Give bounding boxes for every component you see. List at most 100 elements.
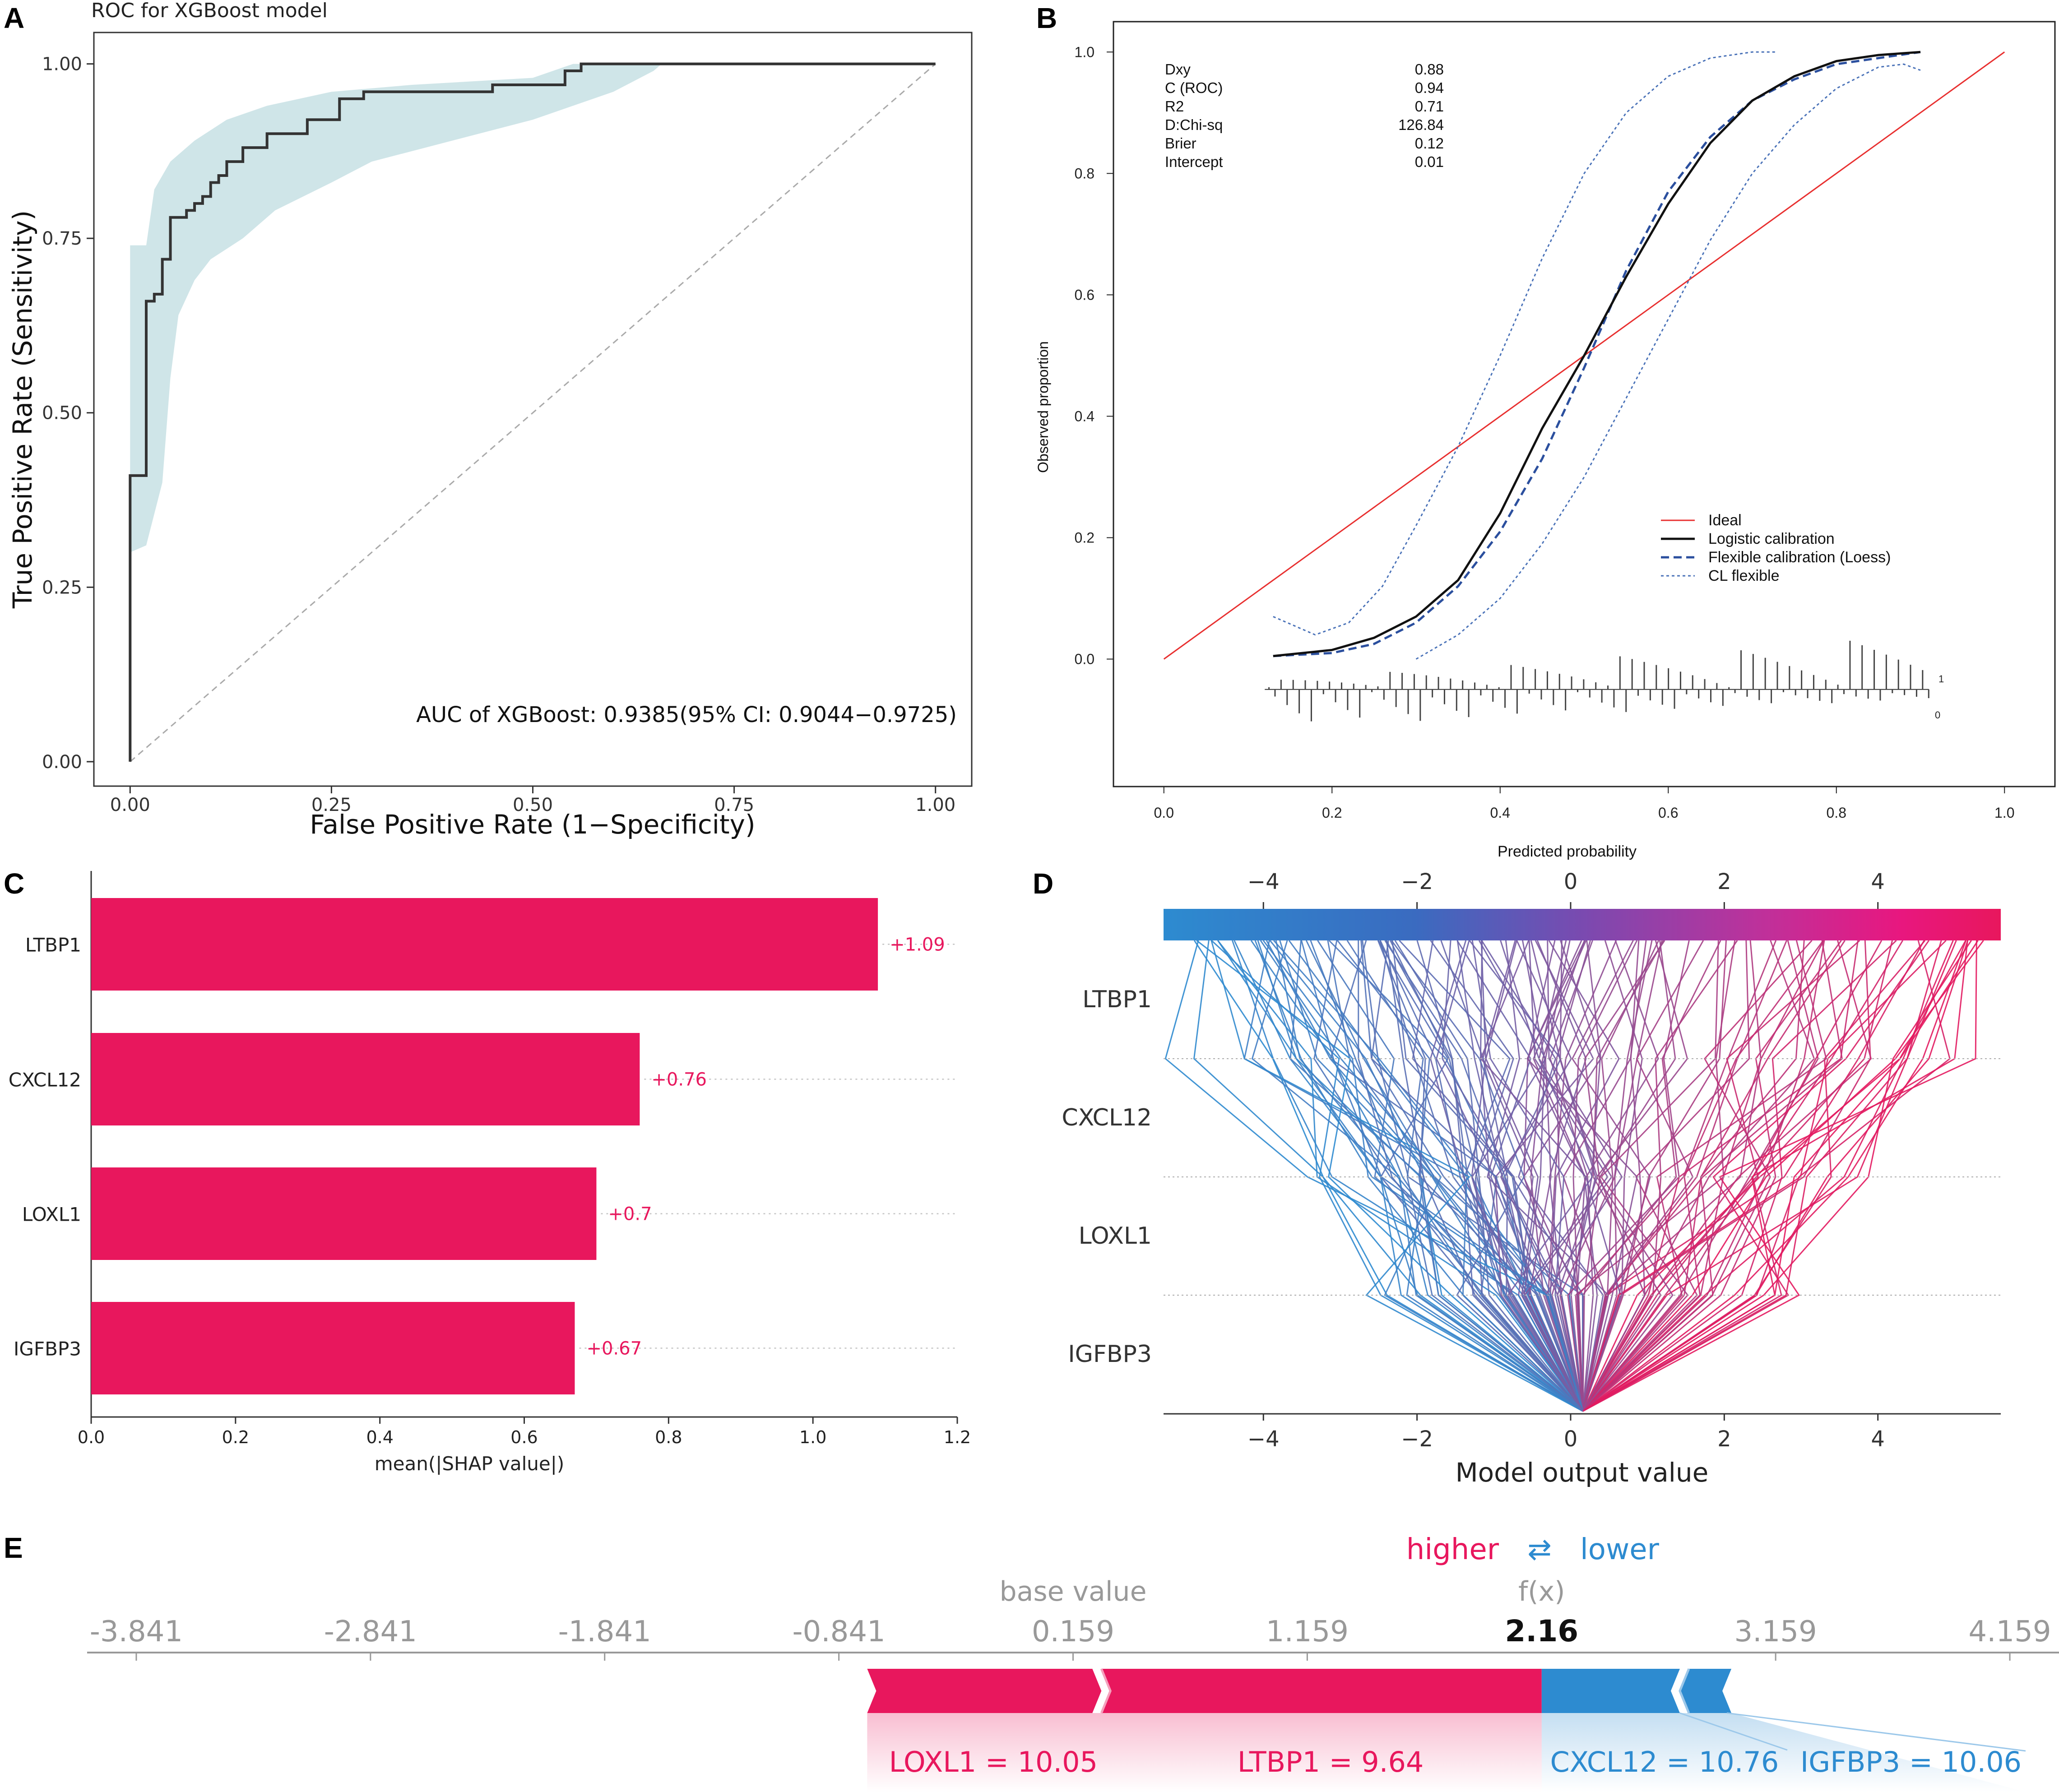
stat-value: 0.01 [1415,153,1444,170]
roc-y-axis-label: True Positive Rate (Sensitivity) [7,210,38,609]
shap-importance-bar [91,1167,597,1260]
shap-bar-x-tick-label: 0.8 [655,1427,682,1447]
decision-path-line [1251,940,1584,1412]
force-positive-segment [1101,1669,1542,1713]
cal-y-tick-label: 0.4 [1075,408,1094,424]
shap-bar-x-tick-label: 0.4 [366,1427,393,1447]
decision-path-line [1582,940,1942,1412]
force-negative-segment [1541,1669,1680,1713]
decision-path-line [1572,940,1638,1412]
decision-x-tick-label: −4 [1247,1426,1280,1452]
decision-path-line [1582,940,1967,1412]
force-axis-tick-label: -0.841 [792,1615,885,1648]
stat-value: 0.71 [1415,98,1444,115]
force-negative-segment [1679,1669,1732,1713]
shap-feature-label: LTBP1 [25,934,81,956]
roc-x-tick-label: 1.00 [915,795,955,815]
legend-logistic-label: Logistic calibration [1708,530,1835,547]
cl-lower-line [1415,63,1921,660]
decision-path-line [1211,940,1583,1412]
legend-ideal-label: Ideal [1708,512,1742,529]
decision-path-line [1549,940,1594,1412]
decision-path-line [1313,940,1584,1412]
force-negative-feature-label: IGFBP3 = 10.06 [1800,1746,2022,1778]
roc-reference-line [130,63,936,763]
decision-path-line [1358,940,1584,1412]
cal-y-tick-label: 1.0 [1075,44,1094,60]
cal-y-tick-label: 0.0 [1075,651,1094,667]
decision-path-line [1210,940,1583,1412]
roc-title: ROC for XGBoost model [91,0,328,22]
stat-name: Dxy [1165,61,1191,78]
shap-importance-bar [91,898,878,991]
decision-path-line [1582,940,1819,1412]
stat-name: D:Chi-sq [1165,116,1223,133]
roc-curve-line [129,62,936,762]
decision-path-line [1582,940,1719,1412]
calibration-chart: 0.0 0.2 0.4 0.6 0.8 1.0 0.0 0.2 0.4 0.6 0.8 1.0 Dxy… [1035,21,2056,860]
decision-path-line [1305,940,1584,1412]
decision-path-line [1582,940,1750,1412]
force-positive-feature-label: LOXL1 = 10.05 [889,1746,1098,1778]
force-axis-tick-label: -3.841 [90,1615,183,1648]
decision-path-line [1260,940,1583,1412]
decision-path-line [1384,940,1584,1412]
cal-y-tick-label: 0.2 [1075,529,1094,546]
decision-path-line [1394,940,1584,1412]
roc-y-tick-label: 1.00 [42,54,82,75]
shap-bar-x-axis-label: mean(|SHAP value|) [375,1453,565,1475]
force-axis-tick-label: -2.841 [324,1615,417,1648]
force-segment-divider [1679,1668,1690,1713]
calibration-y-axis-label: Observed proportion [1035,341,1051,473]
decision-path-line [1582,940,1954,1412]
shap-feature-label: LOXL1 [22,1204,81,1226]
force-axis-tick-label: 3.159 [1734,1615,1817,1648]
cal-x-tick-label: 1.0 [1994,805,2014,821]
decision-top-tick-label: −4 [1247,869,1280,894]
panel-letter-e: E [4,1532,23,1564]
force-fx-label: f(x) [1518,1576,1565,1607]
decision-path-line [1471,940,1584,1412]
roc-auc-annotation: AUC of XGBoost: 0.9385(95% CI: 0.9044−0.… [416,702,957,727]
force-axis-tick-label: 1.159 [1266,1615,1349,1648]
stat-name: Intercept [1165,153,1223,170]
decision-x-axis-label: Model output value [1456,1457,1709,1488]
shap-bar-x-tick-label: 0.6 [510,1427,538,1447]
roc-x-tick-label: 0.75 [714,795,754,815]
decision-feature-label: IGFBP3 [1068,1341,1152,1368]
decision-path-line [1582,940,1957,1412]
decision-path-line [1582,940,1676,1412]
decision-path-line [1480,940,1622,1412]
force-positive-shadow [867,1713,1102,1792]
force-axis-tick-label: 0.159 [1032,1615,1114,1648]
force-axis-tick-label: -1.841 [558,1615,651,1648]
decision-path-line [1391,940,1584,1412]
decision-path-line [1500,940,1584,1412]
decision-top-tick-label: −2 [1401,869,1433,894]
shap-bar-value-label: +0.7 [608,1204,652,1225]
force-positive-feature-label: LTBP1 = 9.64 [1238,1746,1424,1778]
decision-path-line [1327,940,1584,1412]
decision-path-line [1582,940,1660,1412]
decision-path-line [1196,940,1584,1412]
shap-force-chart: higher ⇄ lower -3.841 -2.841 -1.841 -0.841 0… [87,1533,2059,1792]
force-legend-higher: higher [1406,1533,1499,1566]
calibration-plot-frame [1113,21,2056,787]
shap-bar-value-label: +0.67 [586,1338,642,1359]
decision-path-line [1582,940,1893,1412]
panel-letter-d: D [1033,867,1053,900]
force-base-value-label: base value [1000,1576,1147,1607]
panel-letter-b: B [1036,2,1057,34]
decision-path-line [1582,940,1813,1412]
force-axis-tick-label: 4.159 [1968,1615,2051,1648]
force-label-connector [1726,1712,2026,1752]
force-segment-divider [1100,1668,1112,1713]
shap-bar-value-label: +1.09 [890,935,945,955]
legend-loess-label: Flexible calibration (Loess) [1708,549,1891,566]
stat-value: 0.94 [1415,79,1444,96]
decision-feature-label: CXCL12 [1062,1104,1152,1131]
cal-x-tick-label: 0.4 [1490,805,1510,821]
roc-y-tick-label: 0.25 [42,577,82,598]
decision-path-line [1456,940,1584,1412]
force-negative-shadow [1541,1713,2026,1792]
